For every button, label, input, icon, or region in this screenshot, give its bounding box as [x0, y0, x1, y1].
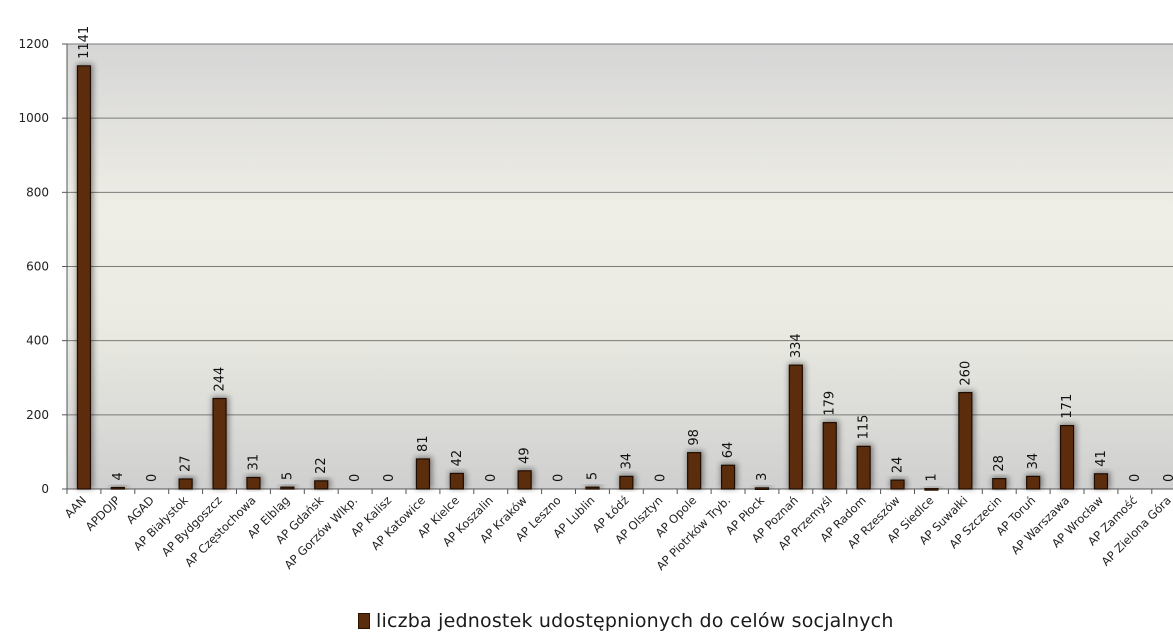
- data-label: 171: [1060, 394, 1075, 419]
- data-label: 0: [348, 474, 363, 482]
- gridlines: [67, 43, 1173, 416]
- data-label: 0: [653, 474, 668, 482]
- bar: [1093, 473, 1109, 490]
- x-tick-label: AAN: [62, 493, 89, 520]
- y-tick-label: 400: [26, 334, 49, 348]
- data-label: 3: [755, 473, 770, 481]
- data-label: 24: [891, 457, 906, 474]
- bar: [1026, 475, 1041, 490]
- legend-swatch: [358, 613, 370, 629]
- data-label: 98: [687, 429, 702, 446]
- bar: [517, 470, 532, 490]
- data-label: 0: [1162, 474, 1173, 482]
- x-tick-label: APDOJP: [83, 493, 123, 533]
- data-label: 81: [416, 435, 431, 452]
- y-tick-label: 600: [26, 260, 49, 274]
- data-label: 49: [518, 447, 533, 464]
- y-tick-label: 1000: [18, 111, 49, 125]
- y-tick-label: 1200: [18, 37, 49, 51]
- bar: [822, 422, 837, 490]
- bar: [280, 486, 295, 490]
- bar: [110, 486, 125, 490]
- data-label: 41: [1094, 450, 1109, 467]
- bar: [788, 364, 803, 490]
- bar: [1059, 424, 1075, 490]
- legend-label: liczba jednostek udostępnionych do celów…: [376, 610, 894, 632]
- data-label: 115: [857, 415, 872, 440]
- bar: [76, 65, 92, 490]
- data-label: 334: [789, 333, 804, 358]
- data-label: 31: [246, 454, 261, 471]
- bar: [415, 458, 431, 490]
- data-label: 0: [484, 474, 499, 482]
- bar: [212, 397, 227, 490]
- bar: [890, 479, 905, 490]
- bar-shadow: [923, 486, 941, 489]
- legend: liczba jednostek udostępnionych do celów…: [358, 608, 894, 634]
- y-tick-label: 200: [26, 408, 49, 422]
- data-label: 27: [179, 455, 194, 472]
- y-tick-label: 800: [26, 185, 49, 199]
- bar: [856, 445, 871, 490]
- bar: [585, 486, 600, 490]
- data-label: 22: [314, 457, 329, 474]
- data-label: 1: [924, 473, 939, 481]
- data-label: 244: [213, 367, 228, 392]
- data-label: 1141: [77, 26, 92, 59]
- data-label: 0: [382, 474, 397, 482]
- bar: [178, 478, 193, 490]
- data-label: 5: [280, 472, 295, 480]
- bar: [449, 472, 464, 490]
- bar: [619, 475, 634, 490]
- bar: [720, 464, 736, 490]
- data-label: 42: [450, 450, 465, 467]
- bar: [992, 478, 1007, 490]
- data-label: 179: [823, 391, 838, 416]
- bar: [246, 476, 261, 490]
- bar: [687, 452, 702, 490]
- data-label: 0: [145, 474, 160, 482]
- bar: [958, 391, 973, 490]
- data-label: 64: [721, 442, 736, 459]
- data-label: 0: [552, 474, 567, 482]
- data-label: 34: [619, 453, 634, 470]
- bars: 1141 4 0 27 244 31 5 22 0 0 81 42 0 49 0 5 34 0 98 64 3 334 17…: [76, 26, 1173, 491]
- bar: [314, 480, 329, 490]
- bar: [754, 487, 770, 490]
- data-label: 34: [1026, 453, 1041, 470]
- y-tick-label: 0: [41, 482, 49, 496]
- bar: [924, 488, 939, 491]
- data-label: 5: [585, 472, 600, 480]
- data-label: 0: [1128, 474, 1143, 482]
- data-label: 28: [992, 455, 1007, 472]
- data-label: 260: [958, 361, 973, 386]
- data-label: 4: [111, 472, 126, 480]
